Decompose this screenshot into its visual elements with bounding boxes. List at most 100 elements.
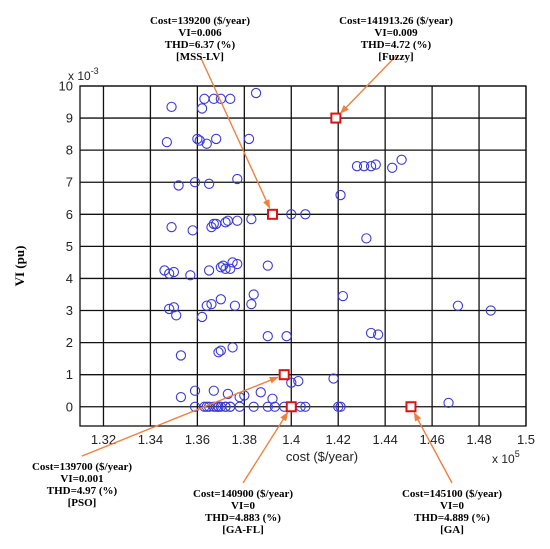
x-tick-label: 1.34 [138, 432, 163, 447]
data-point [372, 329, 384, 340]
y-tick-label: 6 [66, 207, 73, 222]
annotation-text: THD=4.72 (%) [361, 39, 432, 51]
y-multiplier-base: x 10 [68, 69, 91, 83]
x-tick-label: 1.36 [185, 432, 210, 447]
data-point [365, 327, 377, 339]
data-point [175, 391, 187, 403]
data-point [248, 289, 259, 300]
annotation-text: [MSS-LV] [176, 51, 224, 63]
data-point [194, 135, 205, 146]
y-axis-label: VI (pu) [12, 246, 27, 287]
highlight-marker [405, 401, 417, 413]
data-point [213, 401, 224, 412]
data-point [201, 401, 212, 412]
annotation-text: Cost=140900 ($/year) [193, 488, 293, 500]
y-multiplier-exp: -3 [91, 66, 99, 76]
annotation-arrow [81, 376, 279, 457]
annotation-arrow [340, 55, 397, 114]
data-point [262, 331, 273, 342]
annotation-text: VI=0.006 [178, 27, 222, 39]
y-tick-label: 10 [59, 79, 73, 94]
data-point [192, 133, 203, 145]
highlight-marker [266, 208, 278, 220]
annotation-text: THD=4.97 (%) [47, 485, 118, 497]
y-tick-label: 2 [66, 335, 73, 350]
annotation-text: Cost=139200 ($/year) [150, 15, 250, 27]
data-point [164, 303, 175, 315]
data-point [351, 161, 363, 172]
y-tick-label: 5 [66, 239, 73, 254]
x-axis-label: cost ($/year) [286, 449, 358, 464]
annotation-text: [GA-FL] [222, 524, 264, 536]
annotation-text: Cost=141913.26 ($/year) [339, 15, 453, 27]
data-point [281, 331, 292, 342]
x-tick-label: 1.5 [517, 432, 535, 447]
data-point [201, 300, 212, 311]
data-point [161, 136, 173, 148]
data-point [335, 401, 346, 412]
x-multiplier-exp: 5 [515, 449, 520, 459]
data-point [335, 189, 346, 201]
data-point [333, 401, 344, 412]
data-point [220, 401, 231, 412]
annotation-arrow [413, 412, 453, 484]
annotation-text: [PSO] [68, 497, 97, 509]
annotation-text: THD=6.37 (%) [165, 39, 236, 51]
data-point [166, 221, 177, 233]
data-point [189, 177, 201, 188]
x-tick-label: 1.42 [326, 432, 351, 447]
data-point [218, 260, 229, 271]
plot-background [80, 86, 526, 426]
data-point [337, 290, 349, 302]
data-point [208, 385, 219, 396]
x-tick-label: 1.48 [466, 432, 491, 447]
data-point [222, 215, 234, 226]
data-point [220, 217, 231, 228]
data-point [199, 401, 210, 412]
annotation-text: VI=0 [231, 500, 255, 512]
data-point [262, 401, 273, 412]
annotation-text: [GA] [440, 524, 464, 536]
y-tick-label: 7 [66, 175, 73, 190]
x-multiplier-base: x 10 [492, 452, 515, 466]
data-point [246, 298, 257, 310]
y-tick-label: 9 [66, 111, 73, 126]
annotation-arrow [199, 55, 271, 209]
y-tick-label: 8 [66, 143, 73, 158]
data-point [168, 302, 180, 313]
data-point [189, 385, 201, 396]
annotation-text: VI=0 [440, 500, 464, 512]
data-point [203, 178, 215, 189]
data-point [222, 388, 234, 400]
data-point [328, 373, 339, 384]
data-point [208, 218, 219, 230]
data-point [370, 159, 381, 170]
data-point [215, 93, 226, 104]
data-point [185, 270, 196, 281]
data-point [243, 133, 255, 145]
highlight-marker [285, 401, 297, 413]
y-multiplier: x 10-3 [68, 66, 99, 83]
plot-area [80, 86, 526, 426]
data-point [210, 133, 222, 145]
data-point [166, 101, 177, 112]
data-point [187, 225, 198, 236]
data-point [168, 266, 180, 278]
data-point [215, 262, 226, 273]
data-point [269, 401, 280, 412]
annotation-text: VI=0.001 [60, 473, 103, 485]
x-tick-label: 1.4 [282, 432, 300, 447]
data-point [300, 209, 311, 220]
axes: 1.32 1.34 1.36 1.38 1.4 1.42 1.44 1.46 1.48 1.5 0 1… [59, 79, 536, 448]
data-point [232, 258, 243, 270]
data-point [196, 103, 208, 114]
highlighted-solutions [266, 112, 417, 413]
y-tick-label: 4 [66, 271, 73, 286]
highlight-marker [330, 112, 342, 124]
data-point [246, 213, 257, 225]
plot-frame [79, 85, 527, 427]
data-point [267, 393, 278, 404]
data-point [227, 257, 238, 268]
